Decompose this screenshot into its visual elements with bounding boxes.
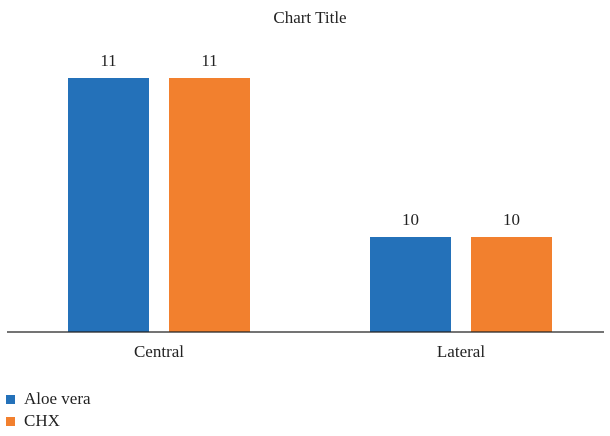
data-label-aloe-vera-central: 11 <box>100 51 116 70</box>
legend-item-aloe-vera: Aloe vera <box>6 388 91 410</box>
chart-title: Chart Title <box>273 8 346 27</box>
legend-swatch-aloe-vera <box>6 394 15 404</box>
data-label-chx-lateral: 10 <box>503 210 520 229</box>
legend-swatch-chx <box>6 416 15 426</box>
legend-item-chx: CHX <box>6 410 91 432</box>
legend: Aloe vera CHX <box>6 388 91 432</box>
category-labels-group: Central Lateral <box>134 342 485 361</box>
bar-aloe-vera-lateral <box>370 237 451 332</box>
category-label-central: Central <box>134 342 184 361</box>
bar-chx-lateral <box>471 237 552 332</box>
bar-chx-central <box>169 78 250 332</box>
legend-label-chx: CHX <box>24 411 60 430</box>
data-labels-group: 11 11 10 10 <box>100 51 520 229</box>
bars-group <box>68 78 552 332</box>
legend-label-aloe-vera: Aloe vera <box>24 389 91 408</box>
category-label-lateral: Lateral <box>437 342 485 361</box>
bar-aloe-vera-central <box>68 78 149 332</box>
data-label-chx-central: 11 <box>201 51 217 70</box>
data-label-aloe-vera-lateral: 10 <box>402 210 419 229</box>
